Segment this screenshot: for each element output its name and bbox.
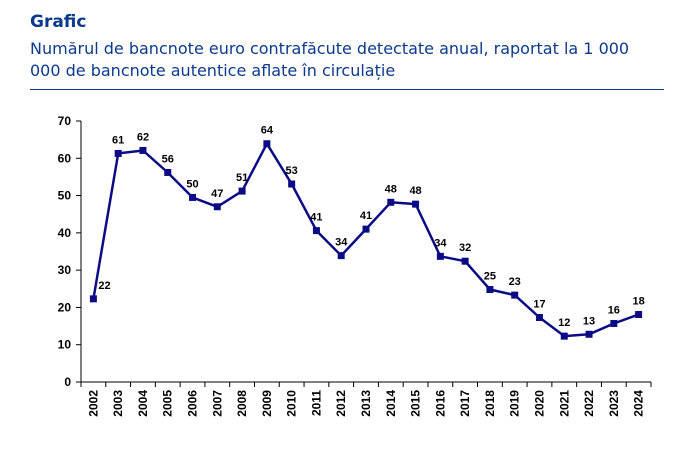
x-tick-label: 2019 [508,390,522,417]
data-label: 18 [632,296,644,308]
chart-kicker: Grafic [30,12,87,32]
data-label: 25 [484,271,496,283]
data-point [436,252,444,260]
x-tick-label: 2021 [557,390,571,417]
x-tick-label: 2015 [409,390,423,417]
data-point [362,225,370,233]
y-tick-label: 50 [58,189,72,203]
y-tick-label: 20 [58,300,72,314]
y-tick-label: 30 [58,263,72,277]
x-tick-label: 2024 [632,390,646,417]
header-divider [30,89,664,90]
x-tick-label: 2013 [359,390,373,417]
x-tick-label: 2006 [186,390,200,417]
x-tick-label: 2008 [235,390,249,417]
x-tick-label: 2005 [161,390,175,417]
x-tick-label: 2004 [136,390,150,417]
x-tick-label: 2020 [532,390,546,417]
chart-axes: 0 10 20 30 40 50 60 70 2002 2003 2004 2005 2006 2007 2… [58,114,652,417]
series-line [92,142,640,338]
data-label: 48 [385,183,397,195]
series-layer [89,140,643,340]
data-label: 23 [509,276,521,288]
data-point [610,319,618,327]
data-label: 62 [137,131,149,143]
data-labels-layer: 22 61 62 56 50 47 51 64 53 41 34 41 48 48 34 32 25 23 17 12… [98,125,644,329]
data-label: 13 [583,315,595,327]
data-point [486,286,494,294]
x-tick-label: 2012 [334,390,348,417]
x-tick-label: 2016 [433,390,447,417]
x-tick-label: 2017 [458,390,472,417]
x-tick-label: 2002 [86,390,100,417]
data-point [263,140,271,148]
x-tick-label: 2022 [582,390,596,417]
data-label: 51 [236,172,248,184]
data-point [560,332,568,340]
data-label: 34 [335,237,348,249]
x-tick-label: 2011 [309,390,323,416]
data-label: 41 [360,210,372,222]
data-point [585,330,593,338]
data-label: 17 [533,298,545,310]
data-point [164,168,172,176]
data-point [461,257,469,265]
x-tick-label: 2014 [384,390,398,417]
x-tick-label: 2009 [260,390,274,417]
data-label: 12 [558,317,570,329]
x-tick-label: 2010 [285,390,299,417]
data-point [387,198,395,206]
data-point [114,149,122,157]
data-point [635,311,643,319]
data-label: 16 [608,304,620,316]
y-tick-label: 0 [64,375,71,389]
y-tick-label: 10 [58,338,72,352]
y-tick-label: 40 [58,226,72,240]
data-label: 47 [211,188,223,200]
x-tick-label: 2023 [607,390,621,417]
data-label: 32 [459,242,471,254]
data-label: 53 [286,165,298,177]
x-tick-label: 2018 [483,390,497,417]
data-label: 50 [186,178,198,190]
y-tick-label: 70 [58,114,72,128]
data-point [213,203,221,211]
data-label: 34 [434,237,447,249]
chart-title: Numărul de bancnote euro contrafăcute de… [30,39,630,80]
data-label: 61 [112,134,124,146]
data-point [89,295,97,303]
data-point [412,200,420,208]
data-point [238,187,246,195]
y-tick-label: 60 [58,151,72,165]
data-label: 22 [98,280,110,292]
data-label: 56 [162,153,174,165]
data-point [312,227,320,235]
data-point [288,180,296,188]
chart-header: Grafic Numărul de bancnote euro contrafă… [30,10,664,82]
x-tick-label: 2003 [111,390,125,417]
data-point [535,313,543,321]
data-point [511,291,519,299]
data-label: 41 [310,212,322,224]
data-label: 48 [409,185,421,197]
data-point [189,193,197,201]
x-tick-label: 2007 [210,390,224,417]
data-point [139,146,147,154]
data-point [337,252,345,260]
data-label: 64 [261,125,274,137]
